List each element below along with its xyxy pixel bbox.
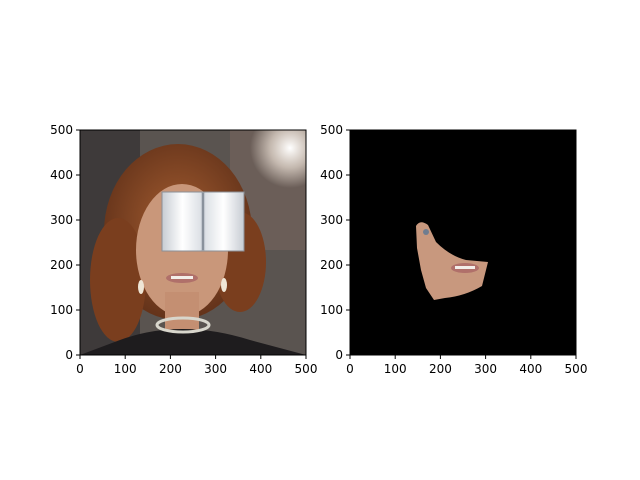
y-tick-label: 100 (320, 303, 343, 317)
y-tick-label: 400 (50, 168, 73, 182)
y-tick-label: 200 (50, 258, 73, 272)
x-tick-label: 0 (346, 362, 354, 376)
x-tick-label: 0 (76, 362, 84, 376)
right-axes: 0 100 200 300 400 500 0 100 200 300 400 500 (320, 123, 587, 376)
y-tick-label: 200 (320, 258, 343, 272)
y-tick-label: 500 (320, 123, 343, 137)
left-y-axis: 0 100 200 300 400 500 (50, 123, 80, 362)
y-tick-label: 100 (50, 303, 73, 317)
y-tick-label: 300 (320, 213, 343, 227)
right-x-axis: 0 100 200 300 400 500 (346, 355, 587, 376)
x-tick-label: 200 (429, 362, 452, 376)
right-axes-frame (349, 129, 577, 356)
x-tick-label: 400 (249, 362, 272, 376)
left-axes: 0 100 200 300 400 500 0 100 200 300 400 500 (50, 123, 317, 376)
left-image (80, 130, 306, 355)
right-y-axis: 0 100 200 300 400 500 (320, 123, 350, 362)
x-tick-label: 200 (159, 362, 182, 376)
x-tick-label: 100 (384, 362, 407, 376)
x-tick-label: 400 (519, 362, 542, 376)
x-tick-label: 100 (114, 362, 137, 376)
x-tick-label: 500 (565, 362, 588, 376)
y-tick-label: 300 (50, 213, 73, 227)
x-tick-label: 300 (204, 362, 227, 376)
left-x-axis: 0 100 200 300 400 500 (76, 355, 317, 376)
y-tick-label: 0 (65, 348, 73, 362)
y-tick-label: 400 (320, 168, 343, 182)
y-tick-label: 500 (50, 123, 73, 137)
x-tick-label: 500 (295, 362, 318, 376)
left-axes-frame (79, 129, 307, 356)
x-tick-label: 300 (474, 362, 497, 376)
right-image (350, 130, 576, 355)
y-tick-label: 0 (335, 348, 343, 362)
